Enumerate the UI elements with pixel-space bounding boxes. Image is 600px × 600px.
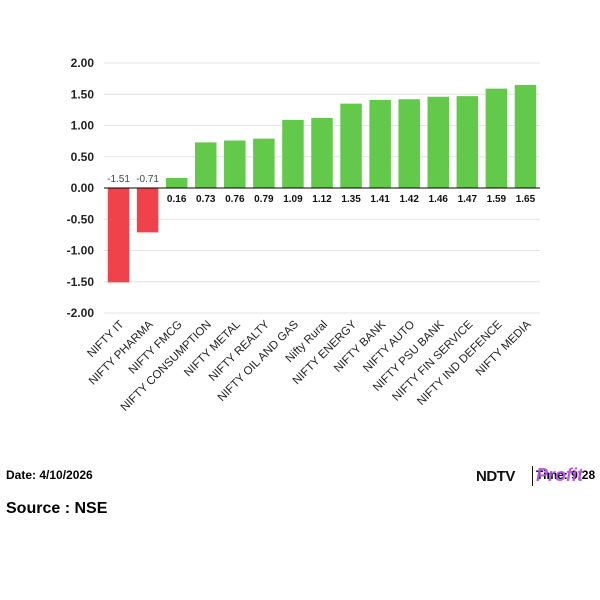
data-label: 1.35 bbox=[341, 194, 361, 205]
bar-chart: 2.00 1.50 1.00 0.50 0.00 -0.50 -1.00 -1.50 -2.00… bbox=[67, 56, 540, 414]
data-label: 1.46 bbox=[429, 194, 449, 205]
bar bbox=[427, 96, 450, 188]
bar bbox=[136, 188, 159, 233]
bar bbox=[194, 142, 217, 188]
logo-ndtv-text: NDTV bbox=[476, 468, 515, 485]
y-tick-label: -2.00 bbox=[67, 306, 95, 320]
y-tick-label: 0.00 bbox=[71, 181, 95, 195]
logo-separator bbox=[532, 466, 533, 486]
bar bbox=[398, 99, 420, 188]
bar bbox=[514, 84, 537, 188]
bar bbox=[485, 88, 508, 188]
data-label: 1.47 bbox=[458, 194, 478, 205]
source-label: Source : NSE bbox=[6, 500, 108, 517]
bar bbox=[369, 99, 391, 188]
y-tick-label: -0.50 bbox=[67, 212, 95, 226]
data-label: 0.73 bbox=[196, 194, 216, 205]
data-label: 1.12 bbox=[312, 194, 332, 205]
bar bbox=[340, 103, 362, 188]
bar bbox=[224, 140, 246, 188]
bar bbox=[456, 96, 479, 188]
data-label: 1.42 bbox=[399, 194, 419, 205]
y-tick-label: 2.00 bbox=[71, 56, 95, 70]
data-label: -1.51 bbox=[107, 174, 130, 185]
y-tick-label: 0.50 bbox=[71, 150, 95, 164]
logo-profit-text: Profit bbox=[536, 465, 583, 485]
bar bbox=[311, 118, 333, 188]
chart-area: 2.00 1.50 1.00 0.50 0.00 -0.50 -1.00 -1.50 -2.00… bbox=[67, 56, 540, 414]
y-tick-label: 1.00 bbox=[71, 119, 95, 133]
data-label: 0.16 bbox=[167, 194, 187, 205]
ndtv-profit-logo: NDTV Time: 9:28 Profit bbox=[476, 465, 600, 488]
data-label: 0.76 bbox=[225, 194, 245, 205]
data-label: 1.09 bbox=[283, 194, 303, 205]
date-label: Date: 4/10/2026 bbox=[6, 468, 93, 482]
data-label: -0.71 bbox=[136, 174, 159, 185]
y-tick-label: -1.00 bbox=[67, 244, 95, 258]
data-label: 1.59 bbox=[487, 194, 507, 205]
y-tick-label: 1.50 bbox=[71, 87, 95, 101]
bar bbox=[107, 188, 130, 283]
bar bbox=[253, 138, 275, 188]
bar bbox=[282, 119, 304, 188]
data-label: 0.79 bbox=[254, 194, 274, 205]
data-label: 1.65 bbox=[516, 194, 536, 205]
data-label: 1.41 bbox=[370, 194, 390, 205]
time-label: Time: 9:28 bbox=[536, 468, 596, 482]
y-tick-label: -1.50 bbox=[67, 275, 95, 289]
bar bbox=[165, 178, 188, 188]
